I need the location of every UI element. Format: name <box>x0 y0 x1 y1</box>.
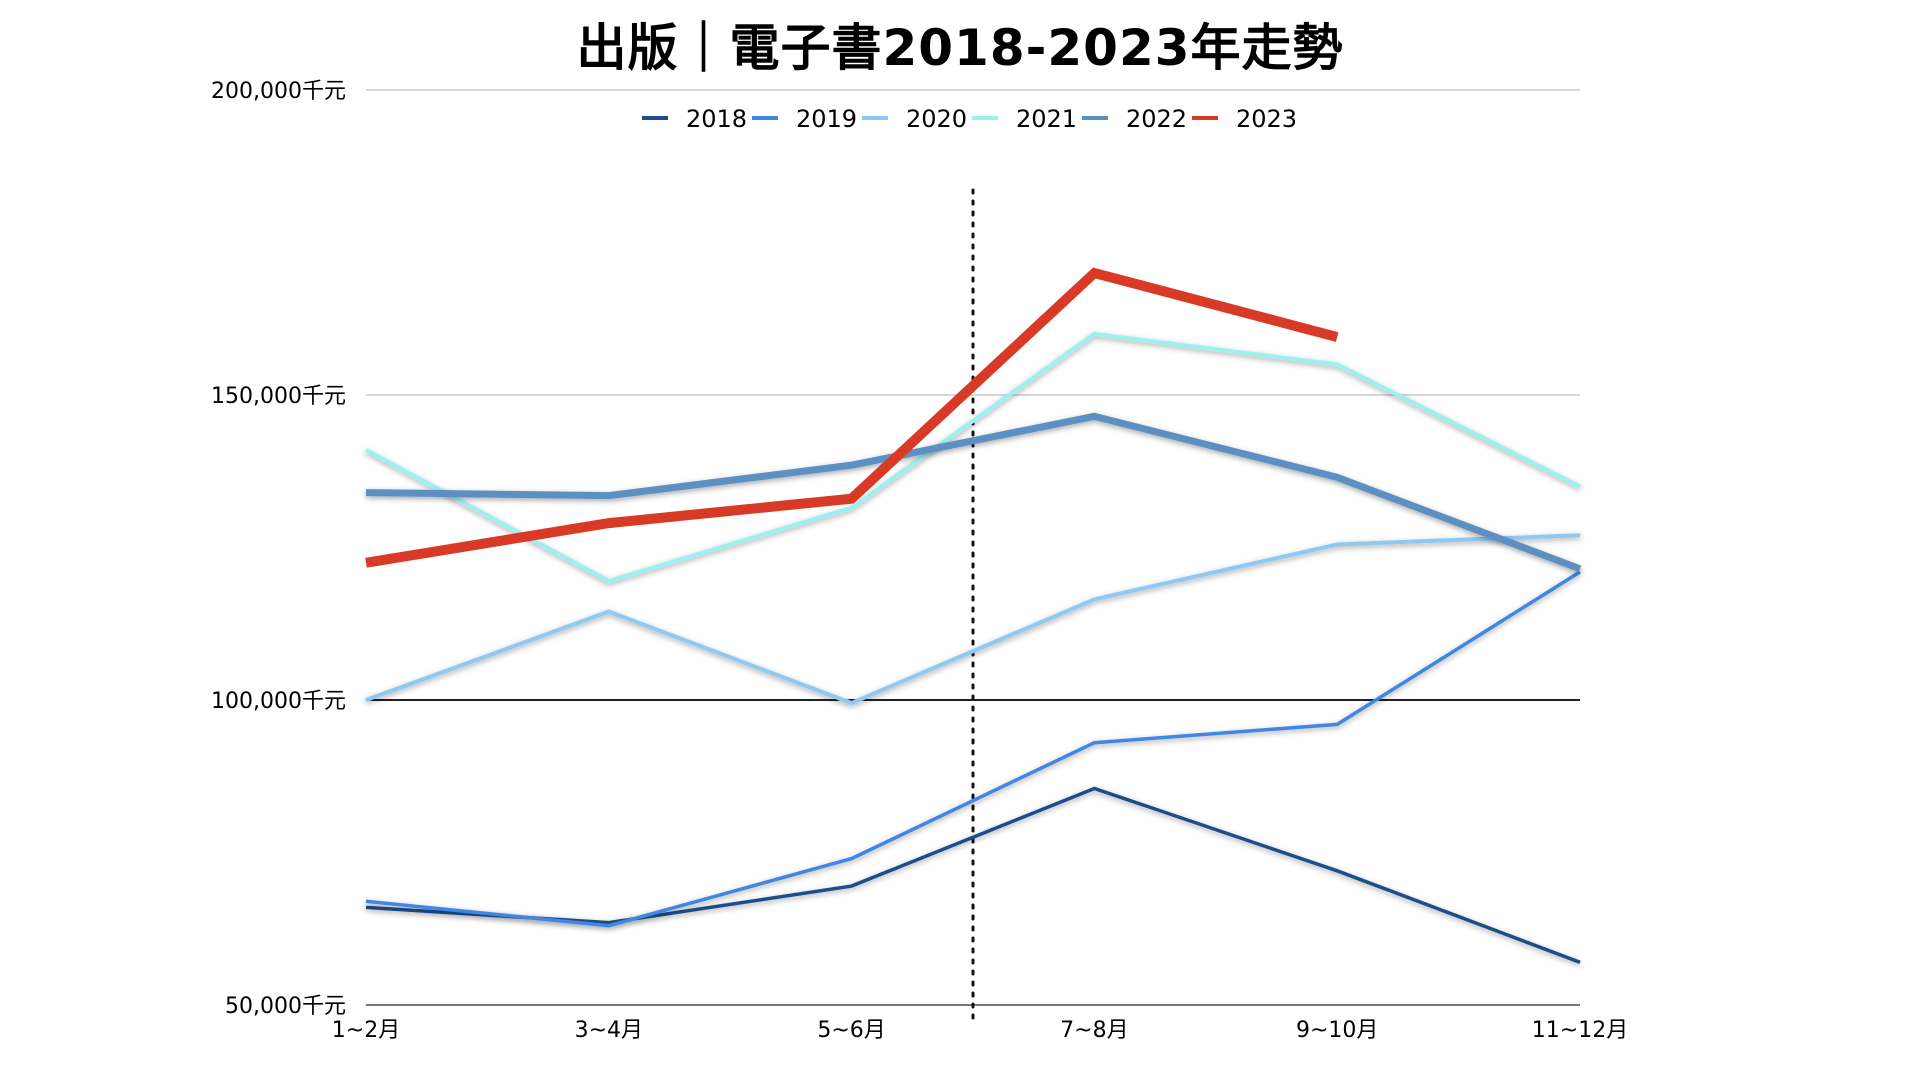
y-tick-label: 100,000千元 <box>211 689 346 714</box>
legend-label-2021: 2021 <box>1016 105 1077 133</box>
legend-label-2018: 2018 <box>686 105 747 133</box>
legend-label-2019: 2019 <box>796 105 857 133</box>
x-tick-label: 3~4月 <box>575 1018 643 1043</box>
series-line-2023 <box>365 267 1339 568</box>
x-axis-tick-labels: 1~2月 3~4月 5~6月 7~8月 9~10月 11~12月 <box>332 1018 1628 1043</box>
legend-label-2023: 2023 <box>1236 105 1297 133</box>
y-tick-label: 50,000千元 <box>225 994 346 1019</box>
series-line-2019 <box>365 570 1581 928</box>
x-tick-label: 7~8月 <box>1060 1018 1128 1043</box>
series-line-2022 <box>365 412 1582 573</box>
y-tick-label: 200,000千元 <box>211 79 346 104</box>
legend: 2018 2019 2020 2021 2022 2023 <box>642 105 1297 133</box>
series-line-2020 <box>365 533 1581 706</box>
legend-label-2022: 2022 <box>1126 105 1187 133</box>
x-tick-label: 11~12月 <box>1532 1018 1628 1043</box>
series-line-2021 <box>365 331 1581 584</box>
x-tick-label: 9~10月 <box>1296 1018 1378 1043</box>
legend-label-2020: 2020 <box>906 105 967 133</box>
series-lines <box>365 267 1582 964</box>
y-axis-tick-labels: 50,000千元 100,000千元 150,000千元 200,000千元 <box>211 79 346 1019</box>
chart-title: 出版｜電子書2018-2023年走勢 <box>576 19 1344 77</box>
x-tick-label: 1~2月 <box>332 1018 400 1043</box>
y-tick-label: 150,000千元 <box>211 384 346 409</box>
x-tick-label: 5~6月 <box>817 1018 885 1043</box>
